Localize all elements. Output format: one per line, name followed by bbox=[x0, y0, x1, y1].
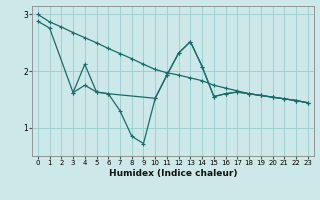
X-axis label: Humidex (Indice chaleur): Humidex (Indice chaleur) bbox=[108, 169, 237, 178]
